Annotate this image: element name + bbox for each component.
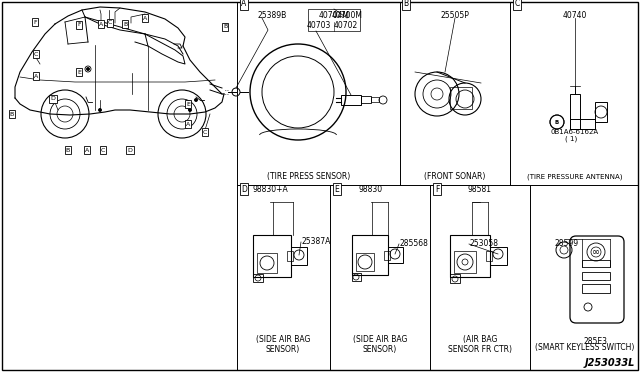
Text: 285E3: 285E3 — [584, 337, 608, 346]
Text: D: D — [51, 96, 56, 102]
Bar — [253, 274, 263, 282]
Text: F: F — [77, 22, 81, 28]
Text: 40702: 40702 — [334, 22, 358, 31]
Text: 40704M: 40704M — [319, 12, 349, 20]
Text: (SMART KEYLESS SWITCH): (SMART KEYLESS SWITCH) — [535, 343, 635, 352]
Bar — [388, 247, 403, 263]
Bar — [582, 260, 610, 267]
Bar — [352, 273, 361, 281]
Bar — [371, 97, 379, 102]
Text: ( 1): ( 1) — [565, 136, 577, 142]
Text: B: B — [403, 0, 408, 9]
Text: (AIR BAG
SENSOR FR CTR): (AIR BAG SENSOR FR CTR) — [448, 334, 512, 354]
Text: 98830+A: 98830+A — [252, 185, 288, 194]
Text: E: E — [77, 70, 81, 74]
Circle shape — [195, 99, 198, 102]
Text: D: D — [127, 148, 132, 153]
Text: A: A — [85, 148, 89, 153]
Circle shape — [86, 67, 90, 71]
Text: 25389B: 25389B — [258, 10, 287, 19]
Text: J253033L: J253033L — [584, 358, 635, 368]
Text: B: B — [123, 22, 127, 26]
FancyBboxPatch shape — [570, 236, 624, 323]
Bar — [570, 94, 580, 129]
Text: 25387A: 25387A — [302, 237, 332, 247]
Bar — [582, 272, 610, 280]
Text: 253058: 253058 — [470, 240, 499, 248]
Text: F: F — [435, 185, 439, 193]
Text: C: C — [515, 0, 520, 9]
Text: 98581: 98581 — [468, 185, 492, 194]
Text: ∞: ∞ — [592, 247, 600, 257]
Text: A: A — [241, 0, 246, 9]
Text: 285568: 285568 — [400, 240, 429, 248]
Text: A: A — [143, 16, 147, 20]
Text: C: C — [101, 148, 105, 153]
Text: 25505P: 25505P — [440, 10, 469, 19]
Text: 40703: 40703 — [307, 22, 331, 31]
Text: 40740: 40740 — [563, 10, 587, 19]
Bar — [308, 9, 360, 31]
Text: 40700M: 40700M — [332, 10, 362, 19]
Text: E: E — [335, 185, 339, 193]
Text: B: B — [10, 112, 14, 116]
Text: B: B — [66, 148, 70, 153]
Text: F: F — [33, 19, 37, 25]
Circle shape — [189, 109, 191, 112]
Text: A: A — [34, 74, 38, 78]
Bar — [361, 96, 371, 103]
Text: D: D — [241, 185, 247, 193]
Bar — [384, 251, 390, 260]
Text: B: B — [555, 119, 559, 125]
Bar — [253, 235, 291, 277]
Text: A: A — [99, 22, 103, 26]
Text: C: C — [34, 51, 38, 57]
Bar — [341, 95, 361, 105]
Bar — [291, 247, 307, 265]
Text: 28599: 28599 — [555, 240, 579, 248]
Bar — [356, 253, 374, 271]
Text: (TIRE PRESS SENSOR): (TIRE PRESS SENSOR) — [268, 173, 351, 182]
Text: (SIDE AIR BAG
SENSOR): (SIDE AIR BAG SENSOR) — [353, 334, 407, 354]
Bar — [450, 235, 490, 277]
Text: E: E — [186, 102, 190, 106]
Bar — [454, 251, 476, 273]
Text: 98830: 98830 — [359, 185, 383, 194]
Bar — [570, 119, 595, 129]
Bar — [490, 247, 507, 265]
Text: C: C — [108, 20, 112, 26]
Circle shape — [99, 109, 102, 112]
Bar — [595, 102, 607, 122]
Bar — [582, 284, 610, 293]
Bar — [352, 235, 388, 275]
Text: (FRONT SONAR): (FRONT SONAR) — [424, 173, 486, 182]
Text: A: A — [186, 122, 190, 126]
Text: C: C — [203, 129, 207, 135]
Text: 0B1A6-6162A: 0B1A6-6162A — [551, 129, 599, 135]
Text: (SIDE AIR BAG
SENSOR): (SIDE AIR BAG SENSOR) — [256, 334, 310, 354]
Bar — [450, 274, 460, 283]
Bar — [257, 253, 277, 273]
Bar — [486, 251, 492, 261]
Bar — [450, 87, 472, 109]
Bar — [287, 251, 293, 261]
Text: (TIRE PRESSURE ANTENNA): (TIRE PRESSURE ANTENNA) — [527, 174, 623, 180]
Text: B: B — [223, 25, 227, 29]
